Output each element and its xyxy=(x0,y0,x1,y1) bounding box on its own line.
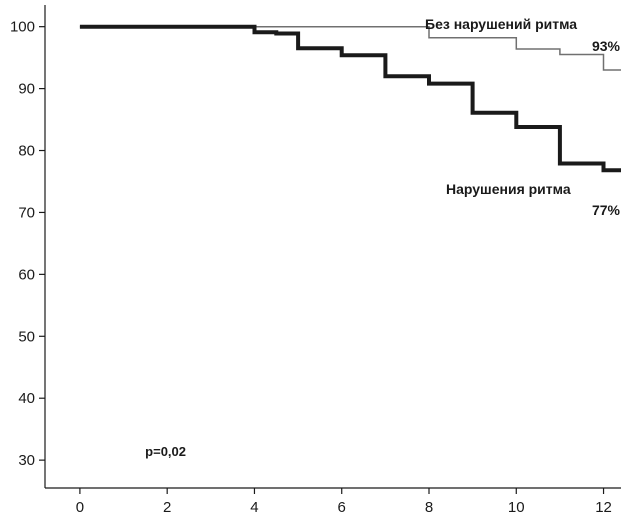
series-label-arrhythmia: Нарушения ритма xyxy=(446,181,571,197)
x-tick-label: 0 xyxy=(76,499,84,516)
y-tick-label: 30 xyxy=(18,452,35,469)
end-value-arrhythmia: 77% xyxy=(592,202,621,218)
x-tick-label: 4 xyxy=(250,499,258,516)
x-tick-label: 8 xyxy=(425,499,433,516)
series-label-no-arrhythmia: Без нарушений ритма xyxy=(425,16,577,32)
y-tick-label: 80 xyxy=(18,143,35,160)
y-tick-label: 50 xyxy=(18,328,35,345)
y-tick-label: 40 xyxy=(18,390,35,407)
axes: 30 40 50 60 70 80 90 100 0 2 4 6 8 10 12 xyxy=(10,5,621,516)
end-value-no-arrhythmia: 93% xyxy=(592,38,621,54)
series-line-1 xyxy=(79,24,621,173)
p-value-annotation: p=0,02 xyxy=(145,444,186,459)
y-tick-label: 100 xyxy=(10,19,35,36)
y-tick-label: 70 xyxy=(18,204,35,221)
plot-lines xyxy=(79,24,621,173)
y-tick-label: 60 xyxy=(18,266,35,283)
series-line-0 xyxy=(79,25,621,71)
labels: Без нарушений ритма 93% Нарушения ритма 77%… xyxy=(145,16,620,459)
x-tick-label: 10 xyxy=(508,499,525,516)
x-tick-label: 2 xyxy=(163,499,171,516)
y-tick-label: 90 xyxy=(18,81,35,98)
x-tick-label: 12 xyxy=(595,499,612,516)
x-tick-label: 6 xyxy=(338,499,346,516)
